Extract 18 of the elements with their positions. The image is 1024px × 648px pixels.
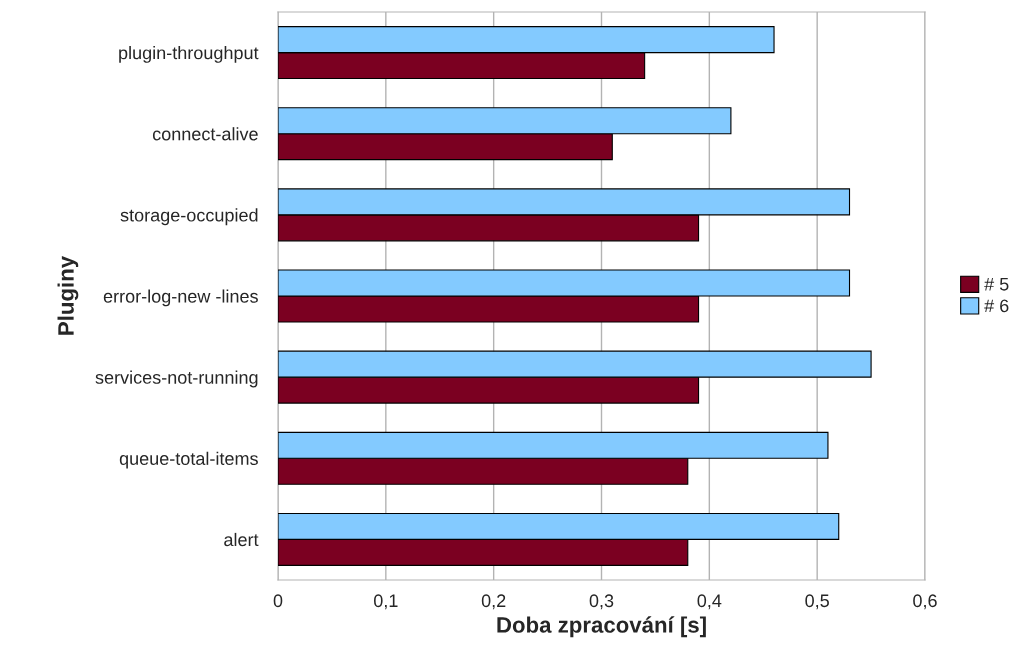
- y-tick-label: connect-alive: [152, 127, 258, 141]
- legend-label: # 5: [984, 278, 1009, 291]
- x-tick-label: 0: [273, 594, 283, 608]
- y-tick-label: storage-occupied: [120, 208, 258, 226]
- x-tick-label: 0,3: [589, 594, 614, 610]
- y-tick-label: alert: [224, 532, 259, 547]
- x-tick-label: 0,2: [481, 594, 506, 610]
- x-axis-title: Doba zpracování [s]: [497, 616, 706, 638]
- y-axis-title: Pluginy: [57, 255, 79, 335]
- y-tick-label: services-not-running: [95, 370, 258, 388]
- y-tick-label: plugin-throughput: [119, 46, 259, 63]
- legend-label: # 6: [984, 299, 1009, 313]
- x-tick-label: 0,4: [697, 594, 722, 610]
- x-tick-label: 0,5: [805, 594, 829, 610]
- y-tick-label: error-log-new -lines: [103, 289, 258, 307]
- x-tick-label: 0,6: [913, 594, 937, 610]
- y-tick-label: queue-total-items: [119, 451, 258, 469]
- x-tick-label: 0,1: [373, 594, 398, 610]
